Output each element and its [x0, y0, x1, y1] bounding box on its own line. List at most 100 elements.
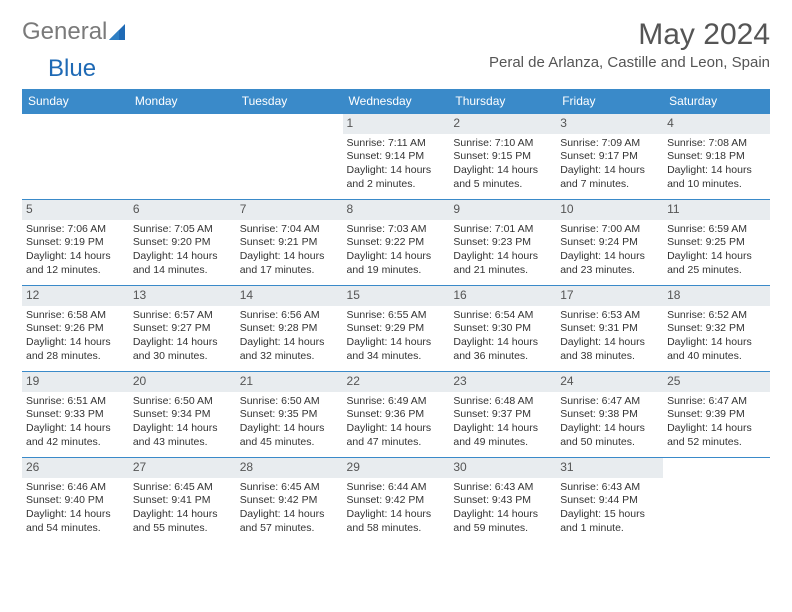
daylight1-text: Daylight: 14 hours: [26, 422, 125, 436]
daylight1-text: Daylight: 14 hours: [240, 508, 339, 522]
day-number: 10: [556, 200, 663, 220]
sunset-text: Sunset: 9:14 PM: [347, 150, 446, 164]
sunrise-text: Sunrise: 7:04 AM: [240, 223, 339, 237]
daylight1-text: Daylight: 14 hours: [133, 422, 232, 436]
sunset-text: Sunset: 9:34 PM: [133, 408, 232, 422]
sunset-text: Sunset: 9:30 PM: [453, 322, 552, 336]
daylight2-text: and 28 minutes.: [26, 350, 125, 364]
sunrise-text: Sunrise: 6:44 AM: [347, 481, 446, 495]
calendar-day-cell: 8Sunrise: 7:03 AMSunset: 9:22 PMDaylight…: [343, 200, 450, 286]
daylight2-text: and 21 minutes.: [453, 264, 552, 278]
calendar-table: Sunday Monday Tuesday Wednesday Thursday…: [22, 89, 770, 544]
calendar-day-cell: [129, 114, 236, 200]
sunrise-text: Sunrise: 6:50 AM: [240, 395, 339, 409]
calendar-day-cell: 6Sunrise: 7:05 AMSunset: 9:20 PMDaylight…: [129, 200, 236, 286]
sunset-text: Sunset: 9:40 PM: [26, 494, 125, 508]
day-number: 13: [129, 286, 236, 306]
daylight1-text: Daylight: 14 hours: [347, 164, 446, 178]
logo: General: [22, 18, 131, 46]
daylight2-text: and 49 minutes.: [453, 436, 552, 450]
calendar-day-cell: 21Sunrise: 6:50 AMSunset: 9:35 PMDayligh…: [236, 372, 343, 458]
sunrise-text: Sunrise: 6:45 AM: [240, 481, 339, 495]
sunset-text: Sunset: 9:19 PM: [26, 236, 125, 250]
day-number: 6: [129, 200, 236, 220]
daylight1-text: Daylight: 14 hours: [347, 250, 446, 264]
daylight1-text: Daylight: 14 hours: [26, 250, 125, 264]
calendar-day-cell: 17Sunrise: 6:53 AMSunset: 9:31 PMDayligh…: [556, 286, 663, 372]
sunset-text: Sunset: 9:28 PM: [240, 322, 339, 336]
calendar-day-cell: 30Sunrise: 6:43 AMSunset: 9:43 PMDayligh…: [449, 458, 556, 544]
sunset-text: Sunset: 9:32 PM: [667, 322, 766, 336]
sunrise-text: Sunrise: 6:57 AM: [133, 309, 232, 323]
daylight2-text: and 45 minutes.: [240, 436, 339, 450]
day-number: 4: [663, 114, 770, 134]
calendar-day-cell: 18Sunrise: 6:52 AMSunset: 9:32 PMDayligh…: [663, 286, 770, 372]
sunset-text: Sunset: 9:31 PM: [560, 322, 659, 336]
sunset-text: Sunset: 9:42 PM: [347, 494, 446, 508]
calendar-day-cell: 25Sunrise: 6:47 AMSunset: 9:39 PMDayligh…: [663, 372, 770, 458]
daylight2-text: and 47 minutes.: [347, 436, 446, 450]
daylight1-text: Daylight: 14 hours: [453, 164, 552, 178]
sunrise-text: Sunrise: 6:48 AM: [453, 395, 552, 409]
calendar-day-cell: 19Sunrise: 6:51 AMSunset: 9:33 PMDayligh…: [22, 372, 129, 458]
daylight1-text: Daylight: 14 hours: [453, 336, 552, 350]
calendar-body: 1Sunrise: 7:11 AMSunset: 9:14 PMDaylight…: [22, 114, 770, 544]
daylight2-text: and 52 minutes.: [667, 436, 766, 450]
daylight1-text: Daylight: 14 hours: [133, 250, 232, 264]
sunset-text: Sunset: 9:39 PM: [667, 408, 766, 422]
daylight2-text: and 59 minutes.: [453, 522, 552, 536]
calendar-day-cell: 12Sunrise: 6:58 AMSunset: 9:26 PMDayligh…: [22, 286, 129, 372]
calendar-day-cell: 13Sunrise: 6:57 AMSunset: 9:27 PMDayligh…: [129, 286, 236, 372]
sunset-text: Sunset: 9:21 PM: [240, 236, 339, 250]
day-number: 30: [449, 458, 556, 478]
daylight2-text: and 32 minutes.: [240, 350, 339, 364]
day-number: 28: [236, 458, 343, 478]
calendar-day-cell: 1Sunrise: 7:11 AMSunset: 9:14 PMDaylight…: [343, 114, 450, 200]
calendar-day-cell: 7 Sunrise: 7:04 AMSunset: 9:21 PMDaylight…: [236, 200, 343, 286]
location-text: Peral de Arlanza, Castille and Leon, Spa…: [489, 54, 770, 71]
sunrise-text: Sunrise: 6:43 AM: [453, 481, 552, 495]
sunset-text: Sunset: 9:18 PM: [667, 150, 766, 164]
calendar-week-row: 12Sunrise: 6:58 AMSunset: 9:26 PMDayligh…: [22, 286, 770, 372]
daylight1-text: Daylight: 14 hours: [453, 422, 552, 436]
daylight2-text: and 30 minutes.: [133, 350, 232, 364]
daylight2-text: and 40 minutes.: [667, 350, 766, 364]
daylight1-text: Daylight: 14 hours: [453, 250, 552, 264]
calendar-day-cell: 23Sunrise: 6:48 AMSunset: 9:37 PMDayligh…: [449, 372, 556, 458]
sunrise-text: Sunrise: 6:50 AM: [133, 395, 232, 409]
sunrise-text: Sunrise: 6:52 AM: [667, 309, 766, 323]
sunrise-text: Sunrise: 6:56 AM: [240, 309, 339, 323]
daylight1-text: Daylight: 14 hours: [560, 164, 659, 178]
day-number: 1: [343, 114, 450, 134]
daylight2-text: and 2 minutes.: [347, 178, 446, 192]
daylight2-text: and 54 minutes.: [26, 522, 125, 536]
daylight1-text: Daylight: 14 hours: [560, 336, 659, 350]
daylight2-text: and 58 minutes.: [347, 522, 446, 536]
sunset-text: Sunset: 9:24 PM: [560, 236, 659, 250]
sunset-text: Sunset: 9:22 PM: [347, 236, 446, 250]
daylight1-text: Daylight: 14 hours: [347, 422, 446, 436]
day-number: 20: [129, 372, 236, 392]
day-number: 18: [663, 286, 770, 306]
daylight1-text: Daylight: 14 hours: [133, 508, 232, 522]
sunset-text: Sunset: 9:36 PM: [347, 408, 446, 422]
sunset-text: Sunset: 9:41 PM: [133, 494, 232, 508]
day-number: 7: [236, 200, 343, 220]
day-number: 9: [449, 200, 556, 220]
sunset-text: Sunset: 9:37 PM: [453, 408, 552, 422]
daylight2-text: and 38 minutes.: [560, 350, 659, 364]
sunrise-text: Sunrise: 6:59 AM: [667, 223, 766, 237]
day-number: 2: [449, 114, 556, 134]
day-number: 29: [343, 458, 450, 478]
daylight1-text: Daylight: 14 hours: [240, 422, 339, 436]
sunrise-text: Sunrise: 7:10 AM: [453, 137, 552, 151]
calendar-week-row: 5Sunrise: 7:06 AMSunset: 9:19 PMDaylight…: [22, 200, 770, 286]
daylight1-text: Daylight: 14 hours: [240, 250, 339, 264]
sunrise-text: Sunrise: 6:54 AM: [453, 309, 552, 323]
daylight2-text: and 23 minutes.: [560, 264, 659, 278]
daylight2-text: and 7 minutes.: [560, 178, 659, 192]
sunset-text: Sunset: 9:43 PM: [453, 494, 552, 508]
weekday-header: Thursday: [449, 89, 556, 114]
sunset-text: Sunset: 9:15 PM: [453, 150, 552, 164]
daylight2-text: and 12 minutes.: [26, 264, 125, 278]
